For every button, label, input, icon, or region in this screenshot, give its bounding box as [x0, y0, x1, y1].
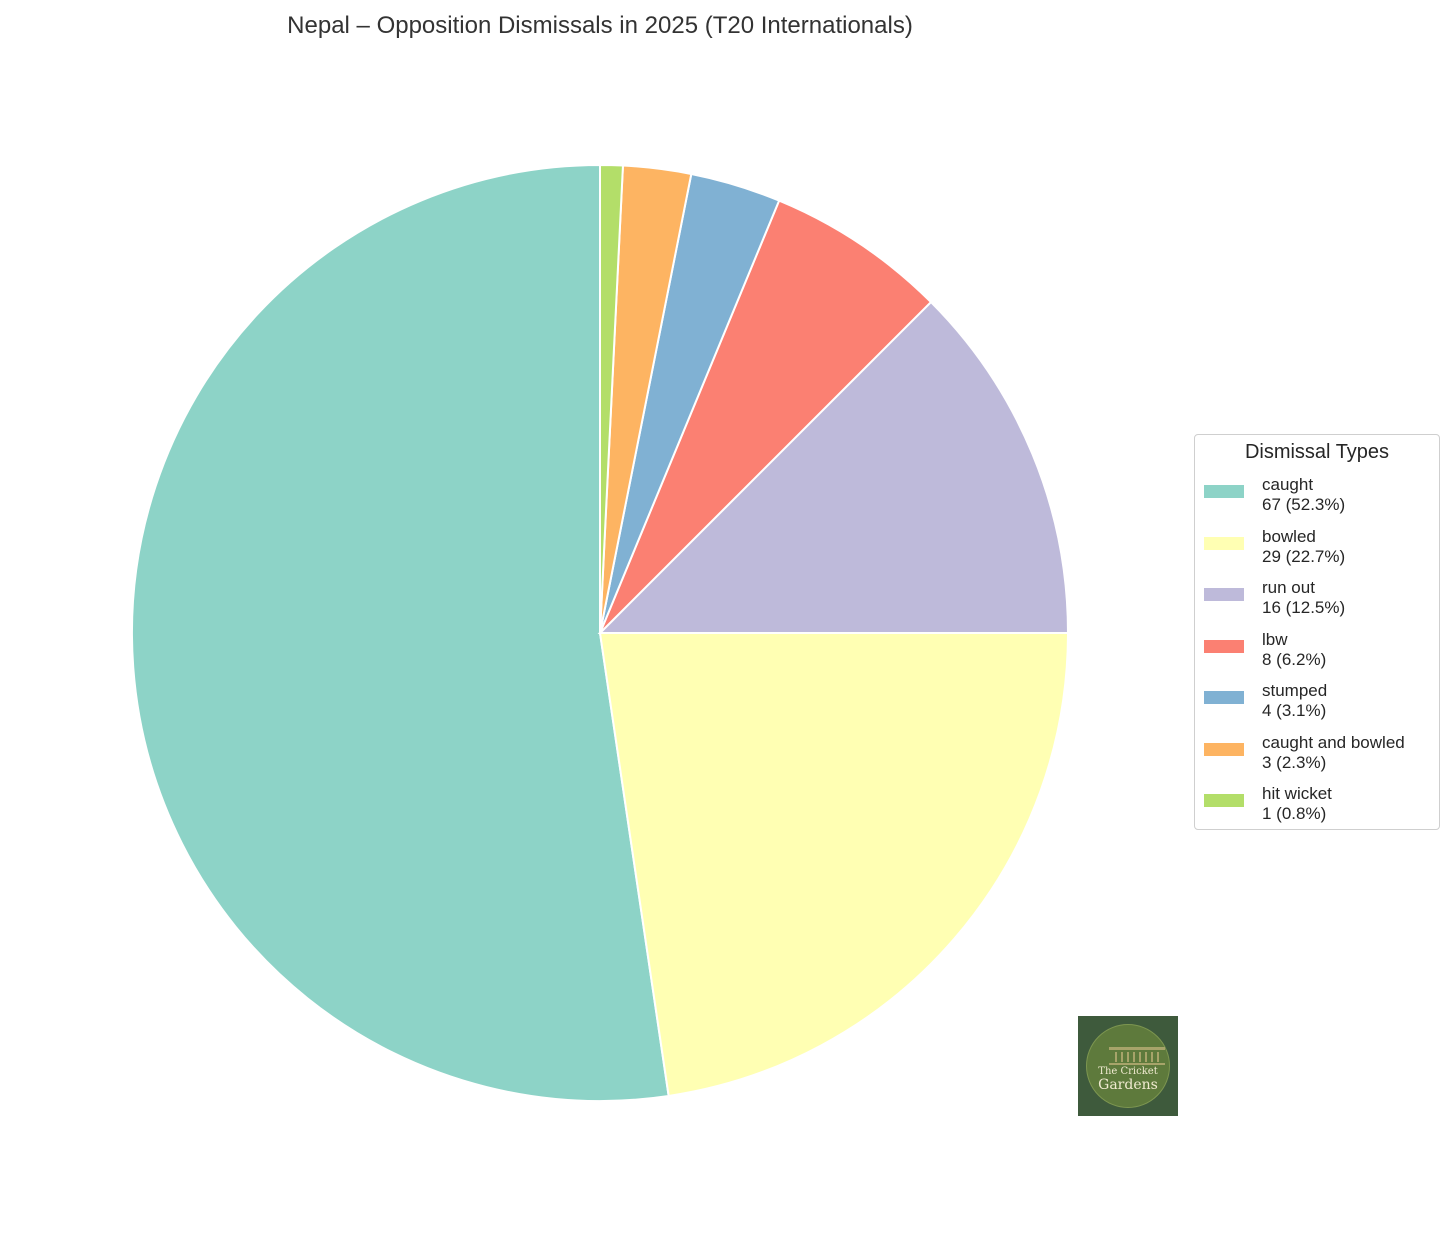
logo-text-line2: Gardens	[1098, 1077, 1158, 1093]
cricket-gardens-logo: The Cricket Gardens	[1078, 1016, 1178, 1116]
legend-label: caught	[1262, 475, 1314, 494]
legend-label: stumped	[1262, 681, 1328, 700]
legend-swatch	[1204, 742, 1244, 756]
pie-slice-hit-wicket	[599, 163, 625, 634]
pie-slice-caught	[130, 163, 670, 1102]
legend-label: hit wicket	[1262, 784, 1332, 803]
chart-title: Nepal – Opposition Dismissals in 2025 (T…	[287, 12, 913, 39]
legend-entry: caught and bowled 3 (2.3%)	[1195, 733, 1439, 779]
legend-swatch	[1204, 639, 1244, 653]
pie-slice-bowled	[598, 632, 1070, 1098]
legend-entry: lbw 8 (6.2%)	[1195, 630, 1439, 676]
legend-entry: run out 16 (12.5%)	[1195, 578, 1439, 624]
legend-swatch	[1204, 794, 1244, 807]
legend-value: 1 (0.8%)	[1262, 804, 1327, 823]
pie-slice-lbw	[599, 199, 933, 634]
legend-label: lbw	[1262, 629, 1288, 649]
logo-emblem	[1086, 1024, 1170, 1108]
legend-value: 8 (6.2%)	[1262, 649, 1327, 669]
legend-value: 4 (3.1%)	[1262, 701, 1327, 720]
legend-swatch	[1204, 485, 1244, 498]
legend-entry: hit wicket 1 (0.8%)	[1195, 784, 1439, 830]
legend-title: Dismissal Types	[1244, 441, 1390, 463]
legend-label: caught and bowled	[1262, 732, 1405, 752]
legend-value: 3 (2.3%)	[1262, 752, 1327, 772]
legend-swatch	[1204, 691, 1244, 704]
legend-swatch	[1204, 588, 1244, 601]
pie-slice-run-out	[597, 300, 1070, 634]
legend-label: run out	[1262, 578, 1315, 597]
legend-swatch	[1204, 536, 1244, 550]
pavilion-icon	[1109, 1047, 1165, 1065]
legend-label: bowled	[1262, 526, 1316, 546]
logo-text-line1: The Cricket	[1098, 1066, 1158, 1077]
legend-entry: stumped 4 (3.1%)	[1195, 681, 1439, 727]
legend-value: 29 (22.7%)	[1262, 546, 1346, 566]
legend: Dismissal Types caught 67 (52.3%) bowled 29…	[1194, 434, 1440, 830]
legend-value: 67 (52.3%)	[1262, 495, 1346, 514]
legend-value: 16 (12.5%)	[1262, 598, 1346, 617]
legend-entry: bowled 29 (22.7%)	[1195, 527, 1439, 573]
legend-entry: caught 67 (52.3%)	[1195, 475, 1439, 521]
